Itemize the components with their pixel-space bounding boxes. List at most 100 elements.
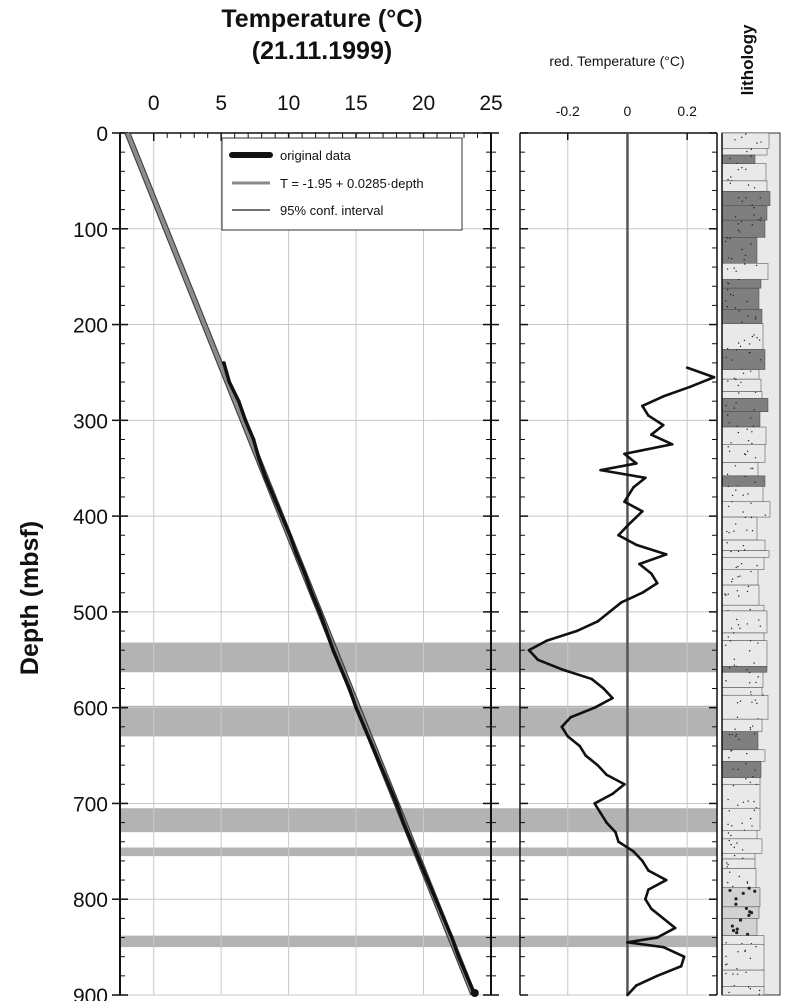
lithology-grain	[742, 511, 744, 513]
lithology-grain	[747, 886, 751, 890]
lithology-grain	[731, 928, 736, 933]
lithology-grain	[735, 402, 737, 404]
x-tick-label-5: 5	[215, 92, 227, 115]
lithology-grain	[750, 155, 752, 157]
lithology-grain	[730, 550, 732, 553]
lithology-grain	[735, 735, 737, 737]
reduced-temp-point-60	[626, 941, 629, 944]
lithology-grain	[753, 187, 756, 189]
lithology-grain	[734, 465, 737, 467]
lithology-grain	[747, 800, 749, 802]
lithology-grain	[738, 310, 741, 312]
original-data-point-3	[243, 418, 248, 423]
lithology-grain	[745, 133, 747, 135]
original-data-point-28	[433, 897, 438, 902]
lithology-grain	[754, 732, 756, 735]
lithology-grain	[730, 442, 732, 444]
lithology-bed-51	[721, 868, 757, 888]
lithology-grain	[750, 502, 752, 504]
reduced-temp-point-57	[661, 917, 665, 920]
reduced-temp-point-25	[608, 610, 611, 614]
original-data-point-20	[370, 744, 375, 748]
reduced-temp-point-21	[650, 572, 653, 575]
lithology-grain	[744, 453, 747, 456]
lithology-grain	[756, 336, 758, 339]
lithology-grain	[739, 700, 742, 702]
lithology-bed-32	[721, 604, 765, 612]
lithology-bed-38	[721, 687, 763, 696]
reduced-temp-point-22	[656, 581, 659, 585]
lithology-grain	[726, 237, 729, 239]
lithology-grain	[737, 576, 739, 578]
lithology-grain	[749, 817, 752, 820]
lithology-grain	[754, 318, 757, 320]
lithology-bed-29	[721, 557, 765, 570]
lithology-grain	[744, 949, 746, 952]
lithology-bed-35	[721, 640, 768, 667]
reduced-temp-point-43	[623, 782, 626, 786]
lithology-grain	[747, 913, 751, 917]
shaded-interval-0	[120, 642, 717, 673]
reduced-temp-point-30	[536, 658, 540, 662]
lithology-grain	[758, 989, 761, 992]
lithology-grain	[734, 897, 738, 901]
lithology-bed-15	[721, 369, 760, 380]
lithology-grain	[733, 407, 735, 409]
lithology-grain	[750, 243, 752, 245]
reduced-temp-point-35	[593, 706, 596, 709]
lithology-grain	[728, 667, 731, 669]
lithology-grain	[746, 450, 749, 452]
lithology-grain	[725, 356, 728, 358]
lithology-grain	[749, 988, 752, 990]
lithology-grain	[745, 971, 747, 974]
original-data-point-22	[386, 782, 391, 787]
lithology-grain	[725, 594, 727, 596]
lithology-grain	[757, 676, 759, 678]
lithology-grain	[725, 404, 727, 407]
lithology-grain	[734, 139, 736, 141]
lithology-grain	[727, 823, 729, 826]
original-data-point-13	[317, 610, 322, 614]
reduced-temp-point-51	[641, 859, 644, 863]
lithology-grain	[735, 489, 737, 491]
shaded-interval-1	[120, 705, 717, 737]
lithology-grain	[740, 220, 743, 223]
lithology-grain	[746, 669, 748, 671]
x-tick-label-15: 15	[344, 92, 367, 115]
reduced-temp-point-45	[593, 802, 596, 805]
lithology-grain	[748, 343, 751, 345]
lithology-grain	[744, 475, 746, 478]
lithology-grain	[728, 810, 730, 812]
lithology-grain	[747, 315, 749, 317]
lithology-grain	[735, 927, 739, 931]
reduced-temp-point-29	[527, 648, 531, 652]
lithology-grain	[732, 784, 735, 787]
reduced-temp-point-64	[656, 974, 659, 978]
reduced-temp-point-4	[641, 404, 644, 408]
red-temp-title: red. Temperature (°C)	[549, 53, 684, 69]
lithology-grain	[747, 439, 750, 442]
original-data-point-21	[378, 763, 383, 767]
lithology-bed-1	[721, 148, 768, 156]
reduced-temp-point-65	[635, 984, 638, 987]
lithology-grain	[733, 530, 735, 532]
lithology-grain	[738, 918, 743, 922]
lithology-grain	[727, 636, 729, 638]
reduced-temp-point-36	[569, 715, 573, 719]
lithology-grain	[725, 955, 727, 958]
lithology-grain	[730, 843, 732, 846]
lithology-grain	[725, 680, 727, 682]
original-data-line	[222, 362, 477, 996]
lithology-bed-41	[721, 731, 759, 751]
chart-title: Temperature (°C)	[221, 5, 422, 33]
reduced-temp-point-20	[638, 562, 641, 566]
lithology-grain	[733, 846, 735, 849]
lithology-grain	[727, 832, 730, 834]
legend: original data T = -1.95 + 0.0285·depth 9…	[221, 137, 463, 231]
lithology-grain	[737, 278, 740, 281]
lithology-grain	[739, 627, 741, 630]
lithology-bed-9	[721, 263, 769, 280]
reduced-temp-point-8	[670, 442, 674, 446]
lithology-grain	[741, 200, 744, 202]
lithology-grain	[743, 453, 746, 455]
